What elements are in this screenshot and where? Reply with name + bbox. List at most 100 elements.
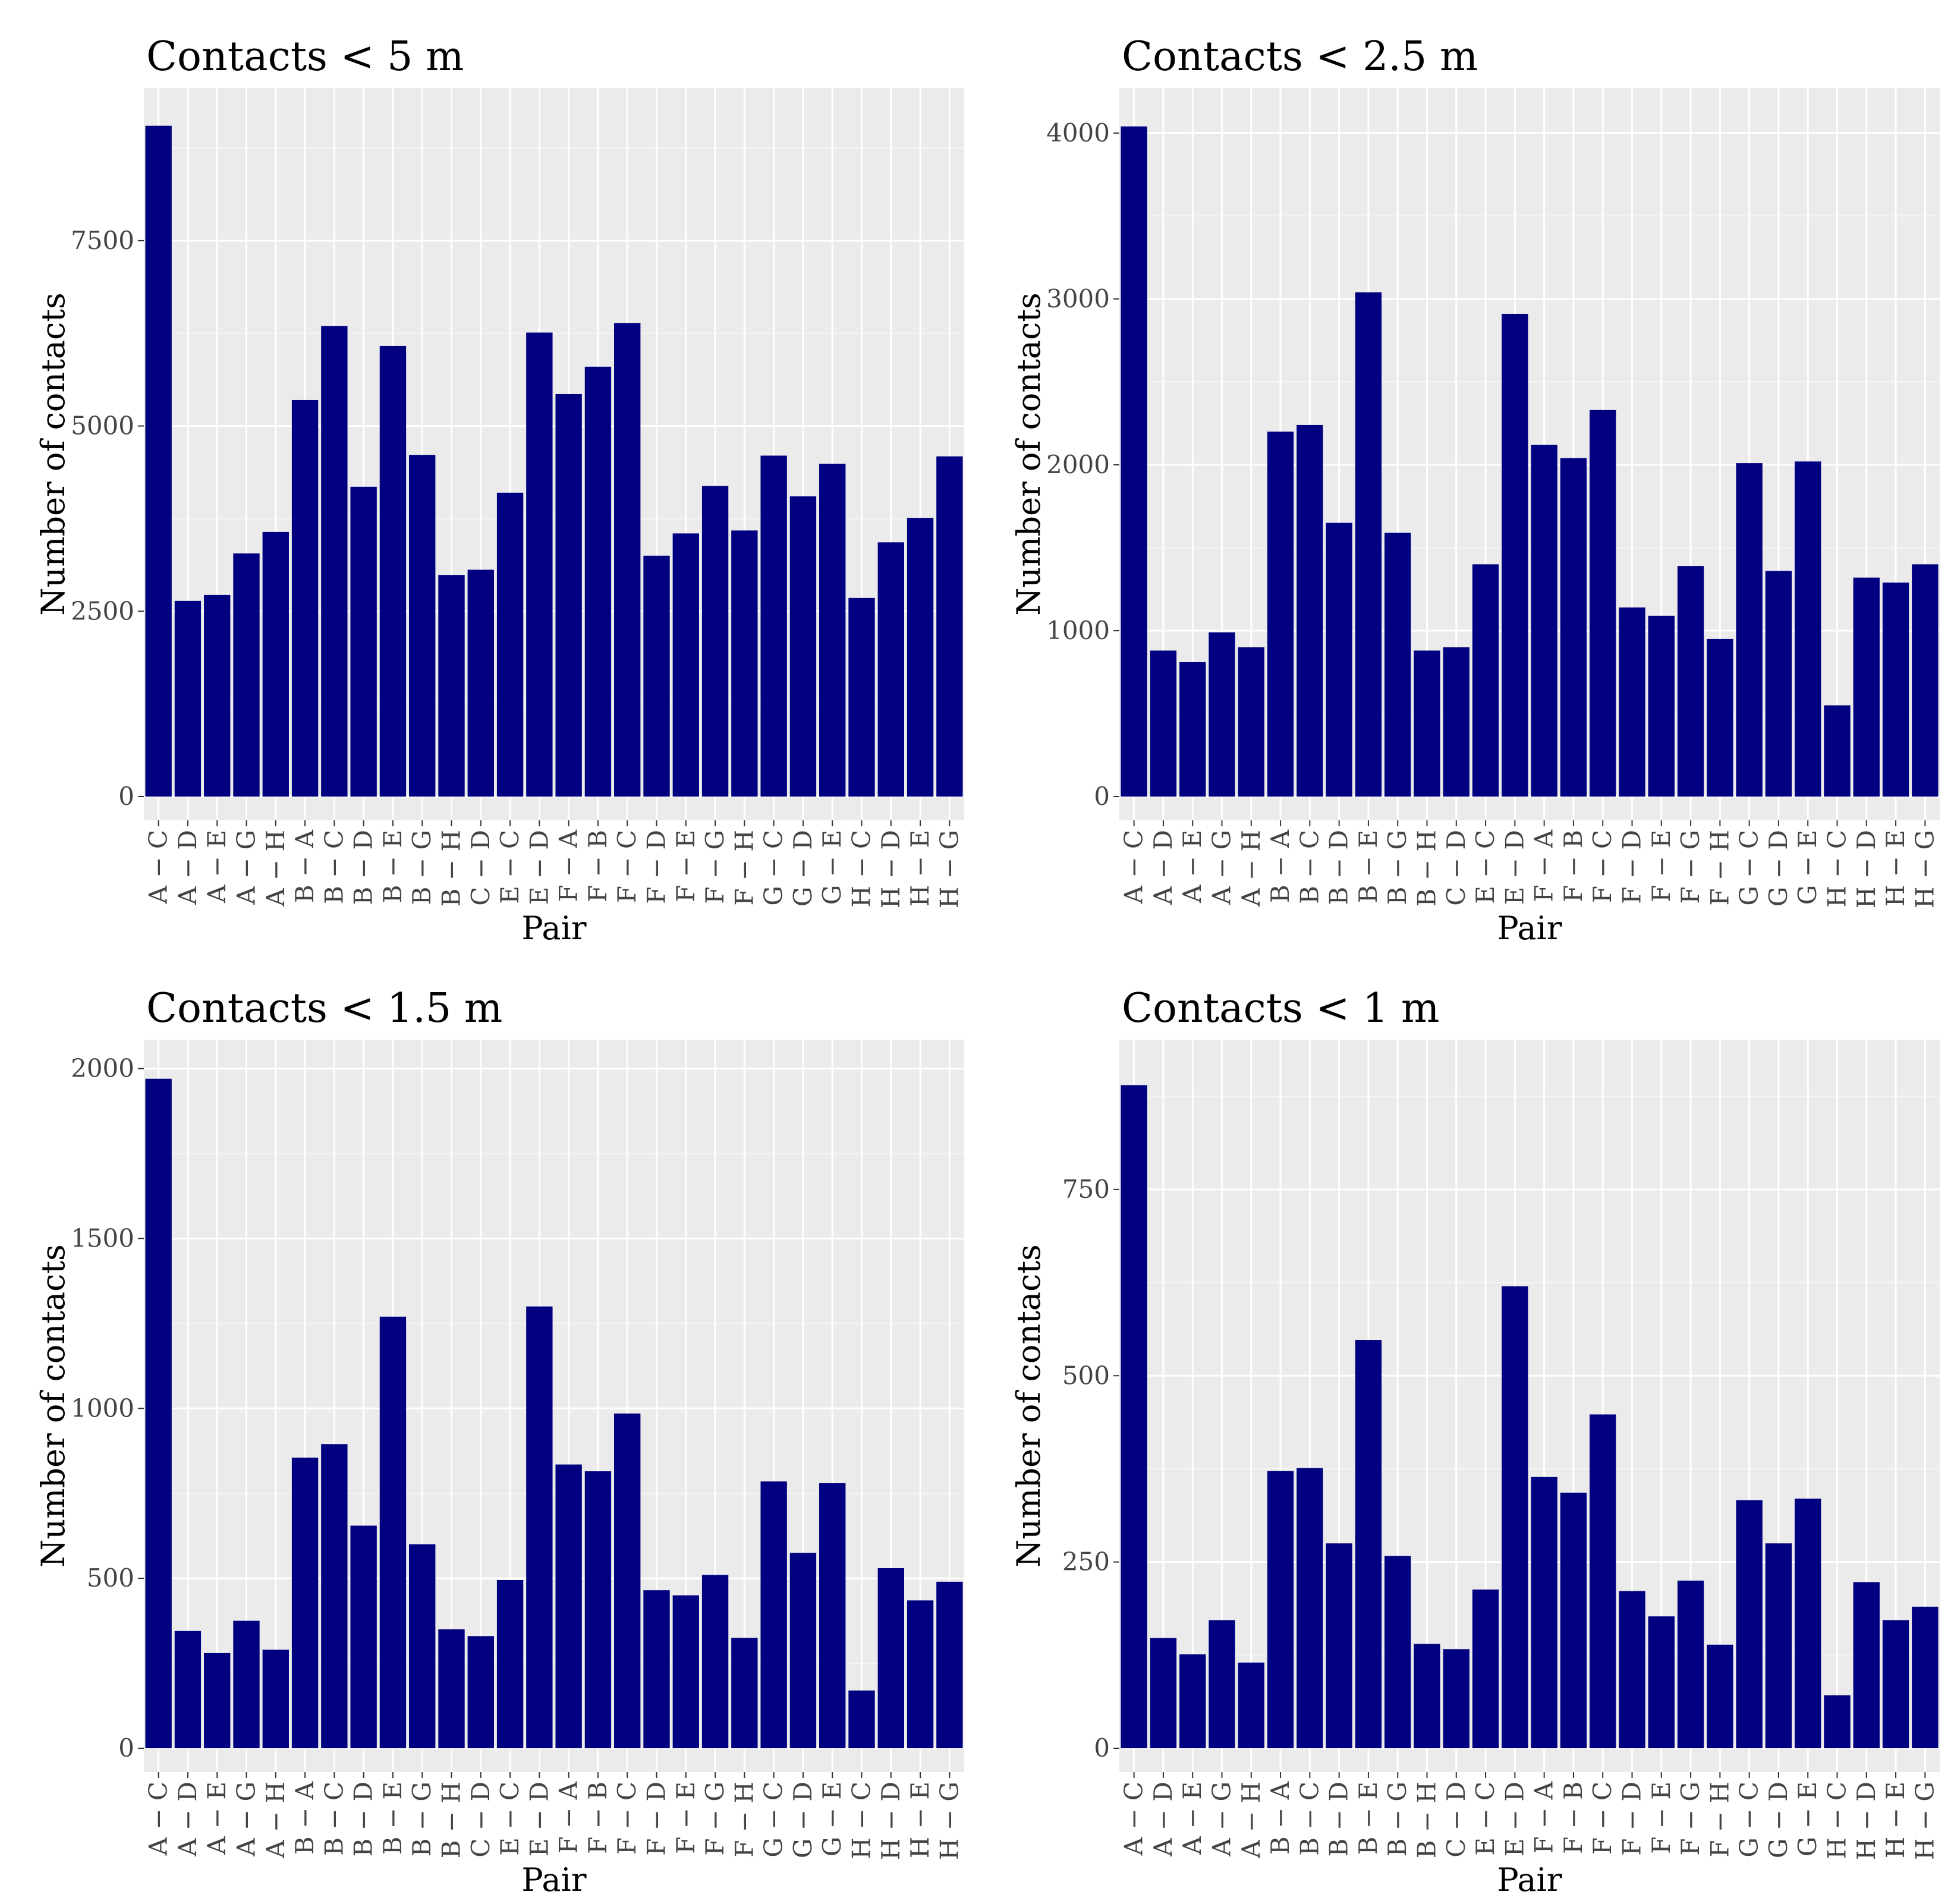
x-tick-label: E − D <box>1500 1782 1529 1856</box>
y-tick-label: 2000 <box>71 1054 134 1083</box>
y-tick-label: 7500 <box>71 226 134 255</box>
bar <box>1912 1606 1939 1748</box>
x-tick-label: C − D <box>466 830 495 906</box>
x-tick-label: H − C <box>1823 830 1852 908</box>
bar <box>672 533 699 797</box>
x-tick-label: A − G <box>1207 1782 1236 1857</box>
y-axis-title: Number of contacts <box>34 292 72 615</box>
x-tick-label: A − E <box>202 830 231 904</box>
bar <box>819 464 846 797</box>
chart-title: Contacts < 2.5 m <box>1122 33 1478 80</box>
x-tick-label: F − H <box>729 1782 759 1858</box>
bar <box>1590 1414 1616 1748</box>
bar <box>1238 647 1264 797</box>
x-tick-label: A − G <box>232 1782 261 1857</box>
x-tick-label: C − D <box>466 1782 495 1858</box>
bar <box>1648 615 1675 797</box>
x-tick-label: B − G <box>407 830 436 905</box>
x-tick-label: B − E <box>1354 1782 1383 1855</box>
x-tick-label: A − C <box>1119 830 1148 904</box>
bar <box>1326 523 1352 797</box>
x-tick-label: G − C <box>1735 830 1764 906</box>
bar <box>1121 1085 1147 1748</box>
x-tick-label: A − C <box>144 830 173 904</box>
bar <box>1677 566 1704 797</box>
x-tick-label: F − E <box>671 1782 700 1854</box>
bar <box>291 1458 319 1748</box>
x-tick-label: G − E <box>1793 1782 1822 1856</box>
bar <box>321 326 348 797</box>
x-tick-label: F − A <box>1530 1781 1559 1853</box>
bar <box>1648 1616 1675 1748</box>
x-tick-label: F − C <box>612 830 641 903</box>
y-tick-label: 4000 <box>1046 118 1110 147</box>
bar <box>760 455 787 797</box>
x-tick-label: C − D <box>1442 830 1471 906</box>
x-tick-label: G − E <box>817 830 847 905</box>
y-tick-label: 250 <box>1062 1547 1110 1576</box>
y-axis-title: Number of contacts <box>1010 1244 1047 1567</box>
bar <box>526 332 553 797</box>
bar <box>1882 583 1909 797</box>
bar <box>877 542 904 797</box>
bar <box>614 323 641 797</box>
bar <box>496 492 524 797</box>
x-tick-label: B − C <box>1295 1782 1324 1856</box>
bar <box>672 1595 699 1748</box>
x-axis-title: Pair <box>1497 1861 1562 1899</box>
bar <box>1707 638 1733 797</box>
x-tick-label: H − G <box>1910 1782 1939 1860</box>
x-tick-label: A − G <box>1207 830 1236 905</box>
x-tick-label: F − A <box>554 829 583 902</box>
x-tick-label: E − D <box>524 1782 553 1856</box>
bar <box>496 1580 524 1748</box>
chart-title: Contacts < 5 m <box>146 33 464 80</box>
y-tick-label: 0 <box>1094 1733 1110 1763</box>
y-tick-label: 0 <box>118 782 134 811</box>
bar <box>1619 1591 1645 1748</box>
x-tick-label: F − C <box>612 1782 641 1855</box>
x-tick-label: A − D <box>173 1782 202 1857</box>
bar <box>291 399 319 797</box>
x-tick-label: H − C <box>847 1782 876 1859</box>
x-tick-label: G − E <box>817 1782 847 1856</box>
x-tick-label: A − D <box>1148 830 1178 905</box>
x-axis-title: Pair <box>521 909 586 947</box>
bar <box>1619 607 1645 797</box>
x-tick-label: A − C <box>1119 1782 1148 1856</box>
x-tick-label: B − A <box>290 1781 319 1855</box>
bar <box>409 1544 436 1748</box>
bar <box>1121 126 1147 797</box>
x-tick-label: G − D <box>788 830 817 907</box>
bar <box>262 1650 289 1748</box>
bar <box>321 1444 348 1748</box>
x-tick-label: B − H <box>437 1782 466 1858</box>
x-tick-label: A − H <box>261 830 290 907</box>
bar <box>1765 571 1792 797</box>
x-tick-label: A − C <box>144 1782 173 1856</box>
x-tick-label: F − C <box>1588 1782 1617 1855</box>
bar <box>1560 458 1587 797</box>
bar <box>1267 1471 1294 1748</box>
y-tick-label: 2500 <box>71 596 134 625</box>
bar <box>438 575 465 797</box>
x-tick-label: F − E <box>1647 1782 1676 1854</box>
bar <box>262 531 289 797</box>
bar <box>789 496 817 797</box>
bar <box>174 1631 202 1748</box>
bar <box>907 518 934 797</box>
bar <box>204 1653 231 1748</box>
bar <box>555 1464 582 1748</box>
x-tick-label: A − G <box>232 830 261 905</box>
x-tick-label: F − D <box>642 1782 671 1856</box>
bar <box>1531 445 1557 797</box>
bar <box>1355 292 1382 797</box>
y-tick-label: 3000 <box>1046 284 1110 313</box>
bar <box>174 600 202 797</box>
x-tick-label: B − H <box>1412 1782 1442 1858</box>
bar <box>848 597 875 797</box>
